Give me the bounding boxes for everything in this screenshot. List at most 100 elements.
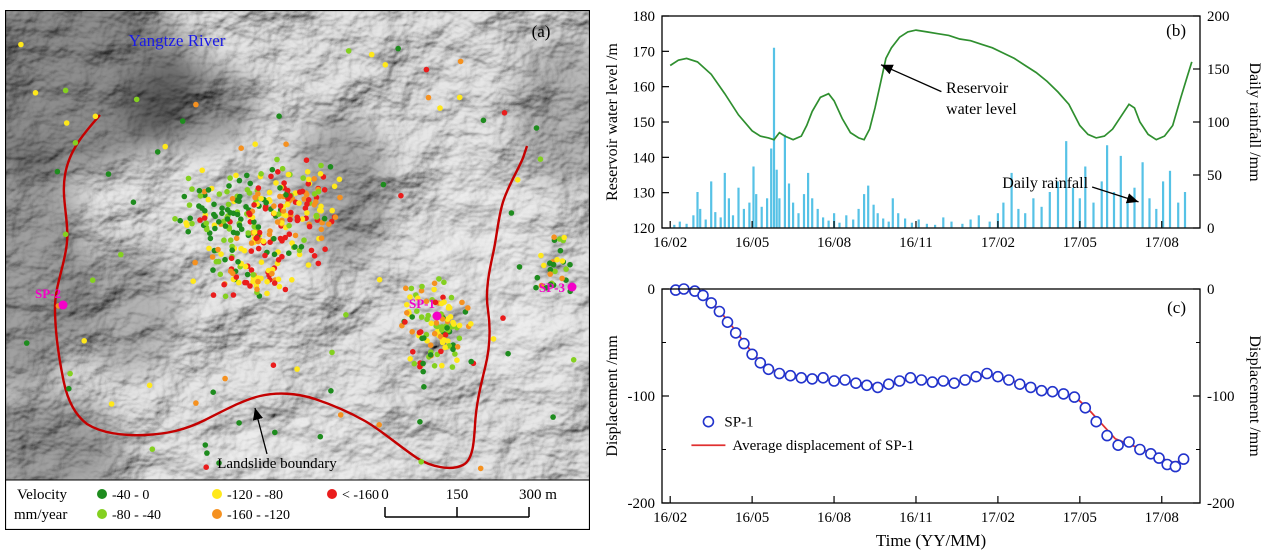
velocity-point [81,338,87,344]
tick-label: 180 [633,9,656,25]
velocity-point [298,244,305,250]
tick-label: 120 [633,221,656,237]
velocity-point [230,210,237,217]
velocity-point [218,251,224,257]
sp1-point [959,374,971,386]
annotation-arrow [880,64,942,93]
velocity-point [184,222,190,228]
velocity-point [281,180,287,186]
terrain-shading [515,35,590,185]
velocity-point [554,256,560,263]
velocity-point [345,48,352,54]
velocity-point [224,207,231,213]
velocity-point [247,211,253,218]
sp1-point [981,367,993,380]
velocity-point [227,175,233,181]
velocity-point [368,51,375,58]
sp-marker-sp2: SP-2 [35,286,68,310]
legend-title: Velocity [17,487,67,503]
velocity-point [304,169,311,175]
velocity-point [541,262,547,269]
velocity-point [457,58,464,65]
velocity-point [236,177,243,184]
sp3-label: SP-3 [539,280,566,295]
tick-label: -100 [1207,389,1235,405]
velocity-point [206,245,212,252]
velocity-point [418,314,425,320]
velocity-point [276,283,283,290]
velocity-point [205,196,212,203]
velocity-point [210,292,217,298]
tick-label: 160 [633,80,656,96]
left-axis-title: Reservoir water level /m [604,43,621,201]
velocity-point [205,187,212,193]
velocity-point [294,366,300,372]
tick-label: 17/08 [1145,510,1179,526]
velocity-point [254,235,260,241]
velocity-point [271,251,278,258]
velocity-point [226,183,232,189]
velocity-point [255,245,262,252]
velocity-point [317,171,324,177]
sp1-point [948,377,961,389]
sp1-point [729,327,742,339]
velocity-point [241,247,248,254]
velocity-point [279,165,286,172]
velocity-point [285,171,292,178]
velocity-point [154,149,161,155]
velocity-point [301,196,308,202]
velocity-point [269,166,276,173]
velocity-point [286,222,292,229]
velocity-point [289,277,295,283]
sp1-point [762,363,775,376]
velocity-point [395,45,402,52]
velocity-point [329,349,335,356]
terrain-shading [125,60,255,150]
velocity-point [222,223,229,229]
velocity-point [277,193,283,200]
velocity-point [547,260,553,266]
velocity-point [18,41,24,48]
velocity-point [468,321,474,327]
terrain-shading [5,395,125,505]
velocity-point [343,312,349,318]
velocity-point [251,229,258,236]
tick-label: 150 [1207,62,1230,78]
velocity-point [408,285,415,292]
velocity-point [283,192,289,198]
velocity-point [456,322,463,329]
velocity-point [279,253,285,260]
terrain-shading [110,145,200,215]
velocity-point [207,235,214,242]
velocity-point [561,234,567,241]
velocity-point [172,216,178,222]
velocity-point [275,211,282,217]
velocity-point [416,329,423,336]
velocity-point [204,450,210,456]
sp1-dot [432,311,442,321]
velocity-point [236,279,242,286]
velocity-point [414,308,420,315]
velocity-point [423,298,430,305]
velocity-point [235,259,241,265]
velocity-point [441,279,447,286]
velocity-point [212,225,218,232]
sp1-point [1013,378,1026,390]
sp2-label: SP-2 [35,286,61,301]
velocity-point [236,222,243,229]
velocity-point [266,189,273,196]
velocity-point [210,389,216,396]
velocity-point [248,248,255,254]
velocity-point [318,162,324,169]
velocity-point [328,388,334,394]
velocity-point [255,278,261,285]
velocity-point [313,214,320,220]
velocity-point [146,382,153,389]
panel-c-label: (c) [1167,298,1186,317]
velocity-point [277,235,284,242]
velocity-point [201,215,208,221]
tick-label: 0 [1207,221,1215,237]
velocity-point [533,284,539,291]
rainfall-bars [673,47,1187,228]
